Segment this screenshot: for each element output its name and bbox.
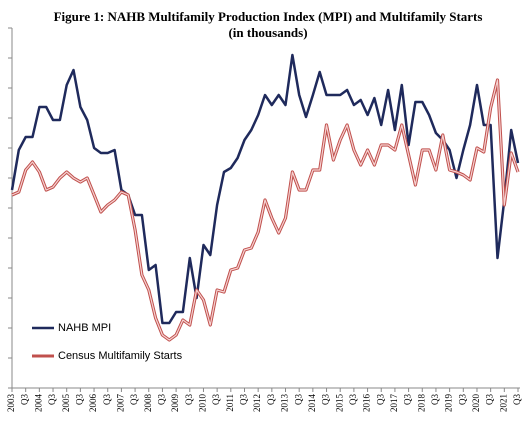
x-tick-label: 2013	[280, 394, 290, 413]
x-tick-label: Q3	[102, 394, 112, 405]
x-tick-label: 2005	[61, 394, 71, 413]
x-tick-label: 2017	[389, 394, 399, 413]
x-tick-label: 2018	[416, 394, 426, 413]
x-tick-label: Q3	[266, 394, 276, 405]
x-tick-label: Q3	[211, 394, 221, 405]
x-tick-label: Q3	[47, 394, 57, 405]
x-tick-label: 2019	[444, 394, 454, 413]
x-tick-label: Q3	[74, 394, 84, 405]
x-tick-label: 2006	[88, 394, 98, 413]
x-tick-label: Q3	[184, 394, 194, 405]
series-line	[10, 53, 520, 325]
x-tick-label: Q3	[321, 394, 331, 405]
x-tick-label: 2010	[198, 394, 208, 413]
x-tick-label: Q3	[293, 394, 303, 405]
x-tick-label: 2020	[471, 394, 481, 413]
x-tick-label: Q3	[375, 394, 385, 405]
x-tick-label: 2008	[143, 394, 153, 413]
series-line-inner	[11, 79, 519, 341]
x-tick-label: Q3	[239, 394, 249, 405]
chart-title: Figure 1: NAHB Multifamily Production In…	[54, 9, 483, 24]
x-tick-label: 2011	[225, 394, 235, 412]
x-tick-label: 2015	[334, 394, 344, 413]
legend-label: Census Multifamily Starts	[58, 350, 183, 362]
x-tick-label: 2007	[115, 394, 125, 413]
x-tick-label: Q3	[20, 394, 30, 405]
x-tick-label: 2004	[33, 394, 43, 413]
x-tick-label: 2021	[498, 394, 508, 412]
x-tick-label: Q3	[129, 394, 139, 405]
legend-label: NAHB MPI	[58, 322, 111, 334]
x-tick-label: Q3	[512, 394, 522, 405]
x-tick-label: Q3	[430, 394, 440, 405]
x-tick-label: Q3	[403, 394, 413, 405]
x-tick-label: 2012	[252, 394, 262, 412]
x-tick-label: 2009	[170, 394, 180, 413]
x-tick-label: Q3	[348, 394, 358, 405]
x-tick-label: 2014	[307, 394, 317, 413]
x-tick-label: 2016	[362, 394, 372, 413]
chart-subtitle: (in thousands)	[228, 25, 307, 40]
x-tick-label: Q3	[485, 394, 495, 405]
x-tick-label: Q3	[457, 394, 467, 405]
x-tick-label: Q3	[156, 394, 166, 405]
x-tick-label: 2003	[6, 394, 16, 413]
